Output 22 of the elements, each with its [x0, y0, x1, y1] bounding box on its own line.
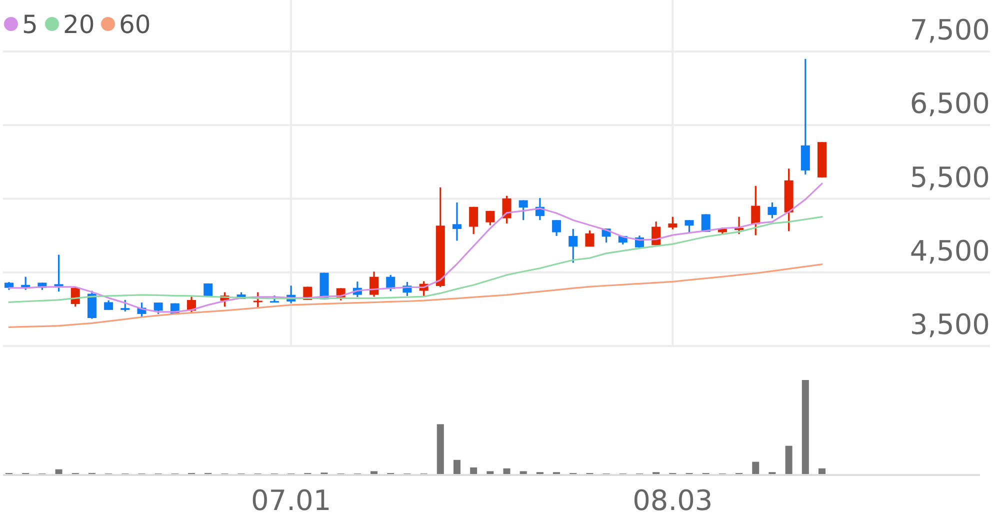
bar — [752, 462, 760, 474]
y-tick-label: 3,500 — [910, 308, 990, 341]
y-tick-label: 5,500 — [910, 160, 990, 194]
bar — [486, 471, 494, 474]
bar — [470, 467, 478, 474]
bar — [520, 471, 527, 474]
bar — [55, 469, 62, 474]
x-tick-label: 07.01 — [250, 484, 332, 517]
bar — [370, 471, 378, 474]
legend-label: 5 — [22, 10, 38, 39]
bar — [818, 468, 826, 474]
y-tick-label: 4,500 — [910, 234, 990, 268]
bar — [453, 460, 460, 474]
legend-label: 20 — [63, 10, 95, 39]
y-tick-label: 6,500 — [910, 87, 990, 120]
bar — [802, 380, 809, 474]
bar — [436, 424, 444, 474]
bar — [785, 446, 792, 474]
y-tick-label: 7,500 — [910, 14, 990, 47]
legend-label: 60 — [119, 10, 151, 39]
bar — [503, 468, 510, 474]
x-tick-label: 08.03 — [632, 484, 713, 517]
